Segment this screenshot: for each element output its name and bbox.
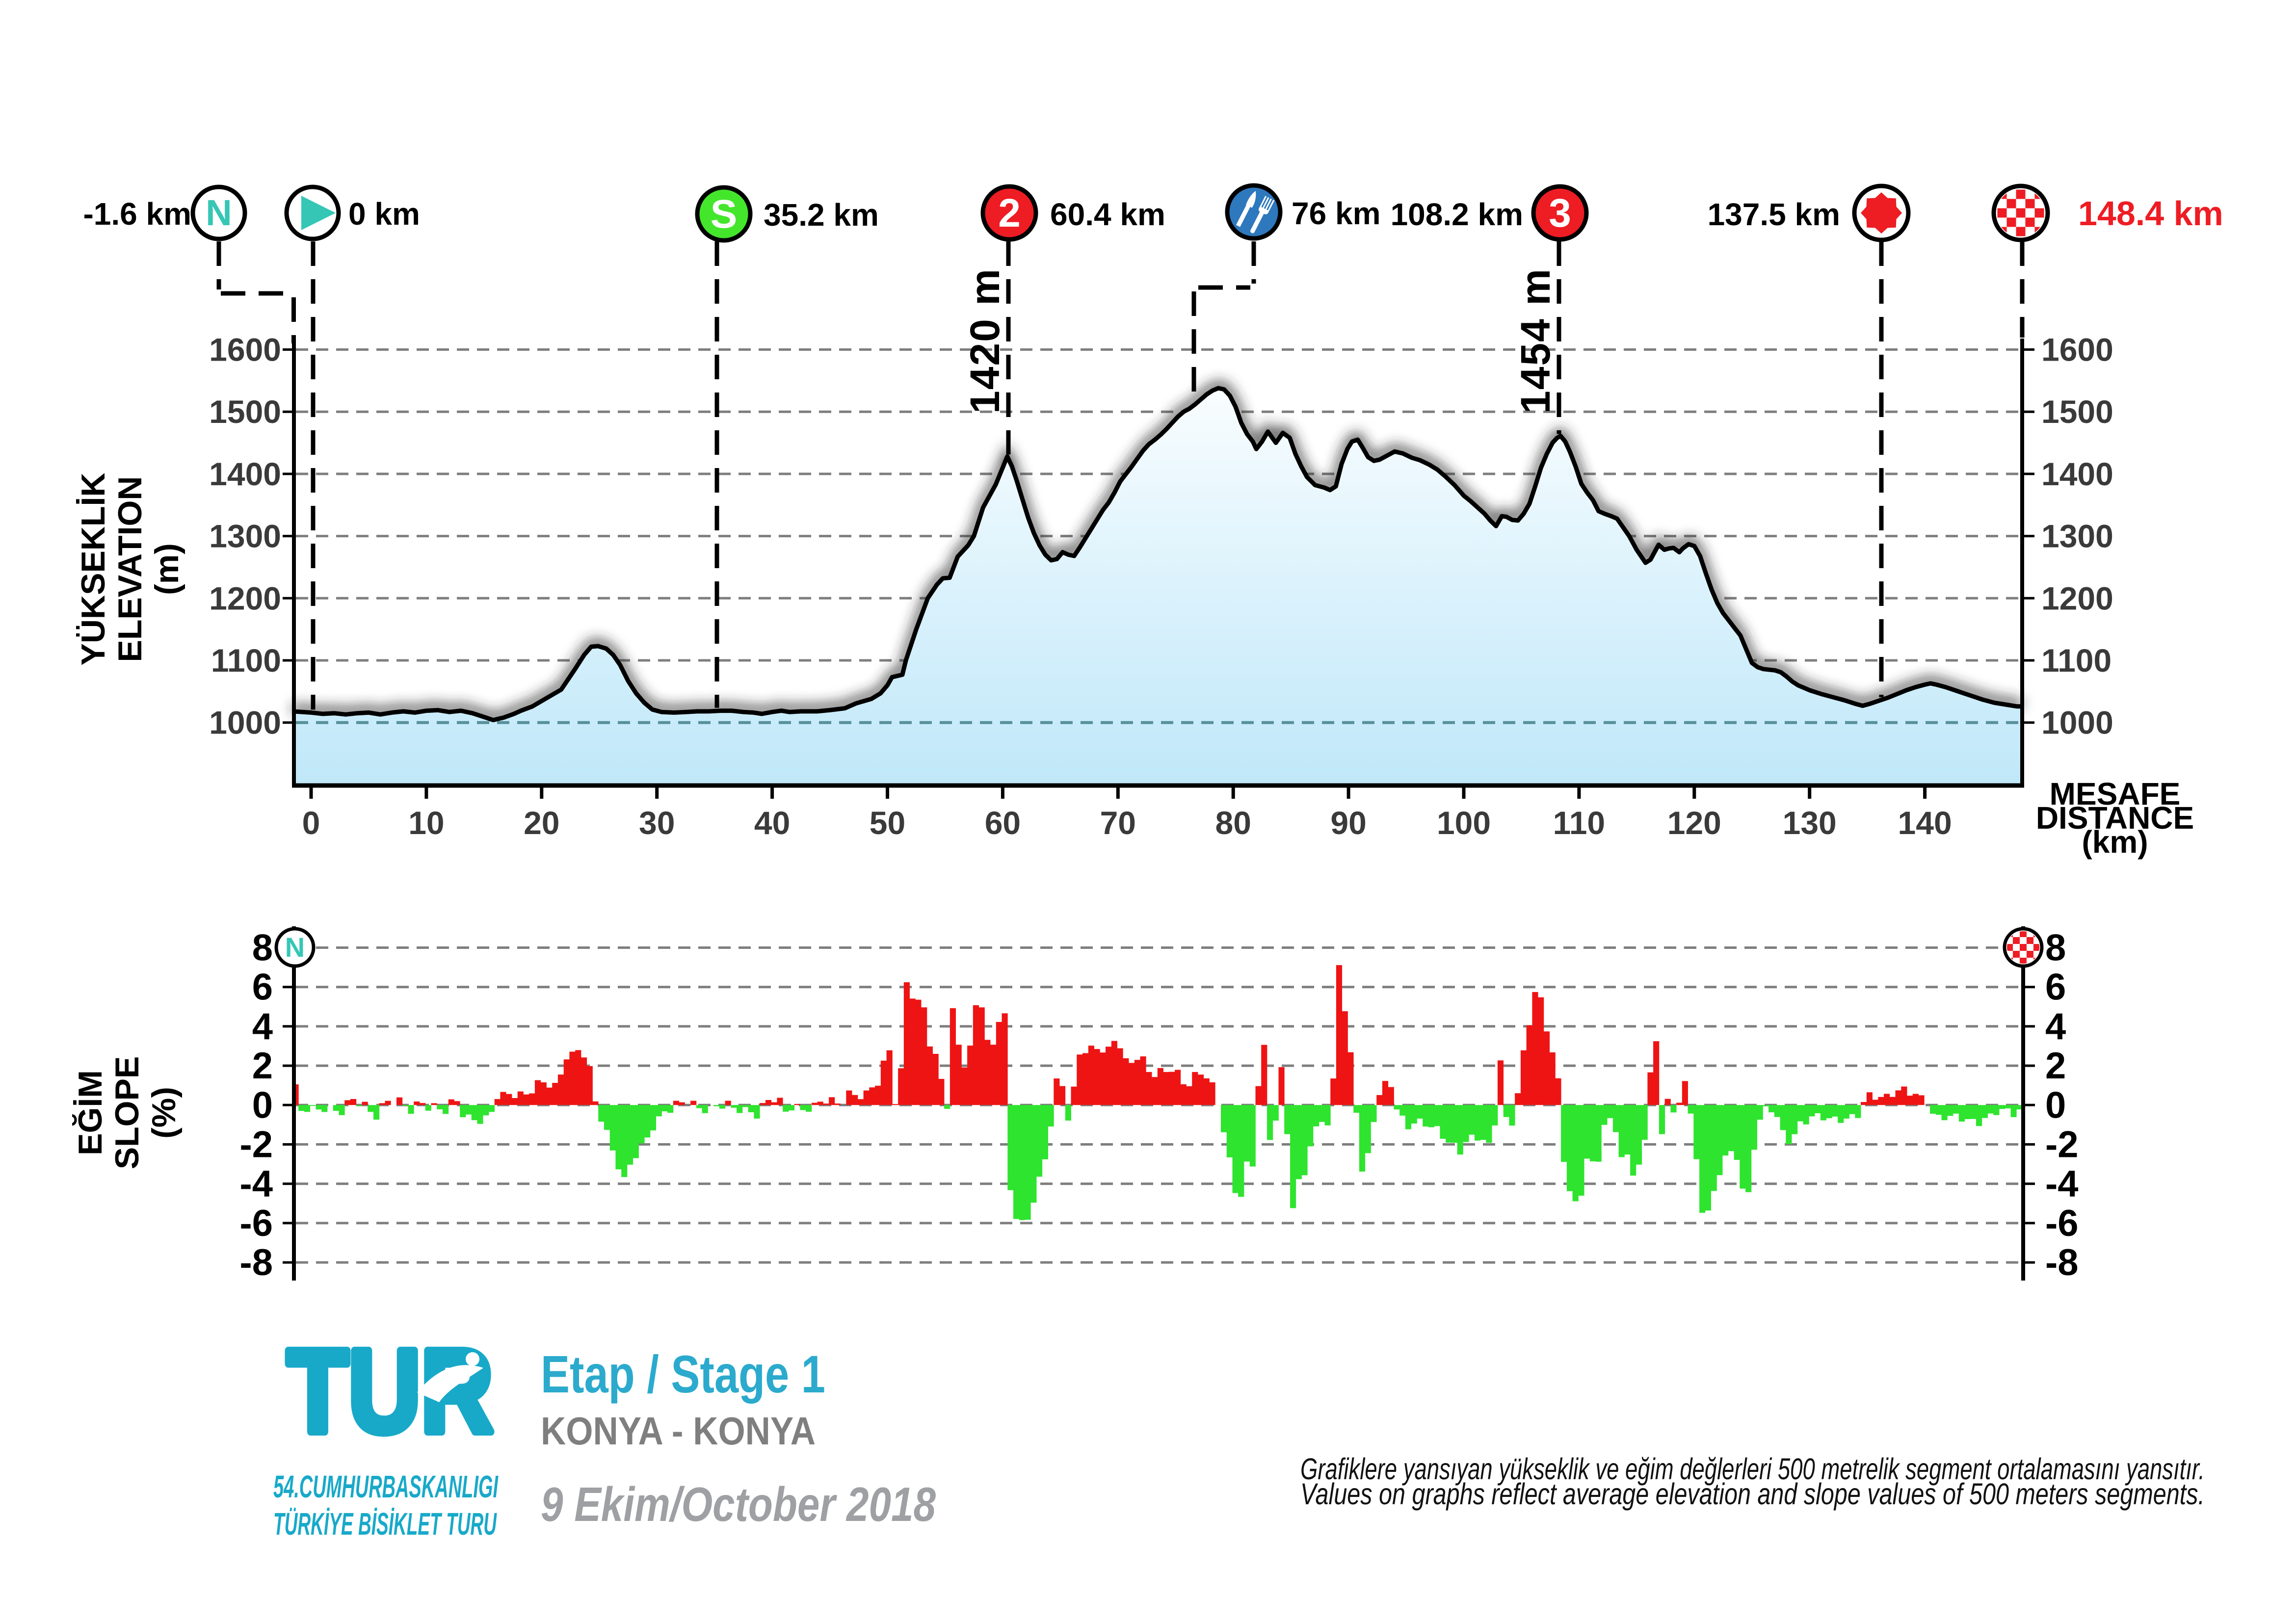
svg-text:-4: -4 bbox=[239, 1163, 273, 1205]
svg-text:Etap / Stage 1: Etap / Stage 1 bbox=[541, 1344, 825, 1404]
svg-text:8: 8 bbox=[252, 927, 273, 969]
svg-text:6: 6 bbox=[252, 967, 273, 1008]
svg-text:1400: 1400 bbox=[2041, 456, 2113, 492]
svg-text:KONYA - KONYA: KONYA - KONYA bbox=[541, 1409, 816, 1453]
svg-text:1000: 1000 bbox=[209, 705, 281, 741]
svg-text:-6: -6 bbox=[2045, 1203, 2079, 1244]
svg-text:54.CUMHURBASKANLIGI: 54.CUMHURBASKANLIGI bbox=[273, 1469, 499, 1504]
svg-text:2: 2 bbox=[2045, 1045, 2066, 1087]
svg-text:0 km: 0 km bbox=[348, 196, 420, 232]
svg-text:3: 3 bbox=[1549, 191, 1571, 236]
svg-text:1500: 1500 bbox=[209, 393, 281, 430]
svg-text:4: 4 bbox=[252, 1006, 273, 1047]
svg-text:1300: 1300 bbox=[209, 518, 281, 554]
svg-text:1200: 1200 bbox=[2041, 580, 2113, 616]
svg-text:120: 120 bbox=[1667, 805, 1721, 841]
svg-text:MESAFE: MESAFE bbox=[2050, 776, 2181, 812]
svg-text:(m): (m) bbox=[148, 543, 185, 595]
svg-text:-4: -4 bbox=[2045, 1163, 2079, 1205]
svg-text:TUR: TUR bbox=[287, 1325, 493, 1457]
svg-text:1600: 1600 bbox=[2041, 332, 2113, 368]
svg-text:-8: -8 bbox=[239, 1242, 273, 1283]
svg-text:2: 2 bbox=[998, 191, 1021, 236]
svg-text:148.4 km: 148.4 km bbox=[2078, 194, 2223, 233]
svg-text:1400: 1400 bbox=[209, 456, 281, 492]
svg-text:110: 110 bbox=[1553, 805, 1605, 841]
svg-text:0: 0 bbox=[2045, 1084, 2066, 1126]
svg-text:-2: -2 bbox=[239, 1124, 273, 1166]
svg-text:1000: 1000 bbox=[2041, 705, 2113, 741]
svg-text:-1.6 km: -1.6 km bbox=[83, 196, 191, 232]
svg-text:Values on graphs reflect avera: Values on graphs reflect average elevati… bbox=[1300, 1477, 2205, 1511]
svg-text:1100: 1100 bbox=[2041, 642, 2111, 679]
svg-text:20: 20 bbox=[524, 805, 559, 841]
svg-text:1454 m: 1454 m bbox=[1512, 268, 1558, 414]
svg-text:70: 70 bbox=[1100, 805, 1136, 841]
svg-text:50: 50 bbox=[870, 805, 905, 841]
svg-text:10: 10 bbox=[408, 805, 444, 841]
svg-text:1600: 1600 bbox=[209, 332, 281, 368]
svg-text:TÜRKİYE BİSİKLET TURU: TÜRKİYE BİSİKLET TURU bbox=[273, 1506, 497, 1542]
svg-text:SLOPE: SLOPE bbox=[108, 1056, 146, 1170]
svg-text:108.2 km: 108.2 km bbox=[1391, 197, 1523, 232]
svg-text:140: 140 bbox=[1898, 805, 1952, 841]
svg-text:4: 4 bbox=[2045, 1006, 2066, 1047]
svg-text:-2: -2 bbox=[2045, 1124, 2079, 1166]
svg-text:6: 6 bbox=[2045, 967, 2066, 1008]
svg-text:-6: -6 bbox=[239, 1203, 273, 1244]
svg-text:1200: 1200 bbox=[209, 580, 281, 616]
svg-text:90: 90 bbox=[1330, 805, 1366, 841]
svg-text:130: 130 bbox=[1783, 805, 1837, 841]
svg-text:35.2 km: 35.2 km bbox=[764, 197, 879, 233]
svg-text:Grafiklere yansıyan yükseklik: Grafiklere yansıyan yükseklik ve eğim de… bbox=[1300, 1452, 2205, 1486]
svg-text:S: S bbox=[711, 192, 738, 236]
svg-text:(km): (km) bbox=[2082, 824, 2148, 860]
svg-text:8: 8 bbox=[2045, 927, 2066, 969]
svg-text:9 Ekim/October 2018: 9 Ekim/October 2018 bbox=[541, 1477, 936, 1531]
svg-text:0: 0 bbox=[252, 1084, 273, 1126]
svg-text:0: 0 bbox=[302, 805, 320, 841]
svg-text:(%): (%) bbox=[145, 1087, 183, 1139]
svg-text:DISTANCE: DISTANCE bbox=[2036, 800, 2194, 836]
svg-text:1500: 1500 bbox=[2041, 393, 2113, 430]
svg-text:30: 30 bbox=[639, 805, 675, 841]
svg-text:N: N bbox=[206, 192, 232, 233]
svg-text:-8: -8 bbox=[2045, 1242, 2079, 1283]
svg-text:2: 2 bbox=[252, 1045, 273, 1087]
svg-text:76 km: 76 km bbox=[1292, 196, 1380, 231]
svg-text:80: 80 bbox=[1215, 805, 1251, 841]
svg-text:40: 40 bbox=[754, 805, 790, 841]
svg-text:1100: 1100 bbox=[211, 642, 281, 679]
svg-text:EĞİM: EĞİM bbox=[72, 1070, 109, 1155]
svg-text:YÜKSEKLİK: YÜKSEKLİK bbox=[75, 473, 112, 666]
svg-text:N: N bbox=[285, 932, 305, 963]
svg-text:60: 60 bbox=[985, 805, 1021, 841]
svg-text:ELEVATION: ELEVATION bbox=[111, 476, 149, 662]
svg-text:137.5 km: 137.5 km bbox=[1708, 197, 1840, 232]
svg-text:100: 100 bbox=[1437, 805, 1491, 841]
svg-text:60.4 km: 60.4 km bbox=[1050, 197, 1165, 232]
svg-text:1300: 1300 bbox=[2041, 518, 2113, 554]
svg-text:1420 m: 1420 m bbox=[962, 268, 1008, 414]
